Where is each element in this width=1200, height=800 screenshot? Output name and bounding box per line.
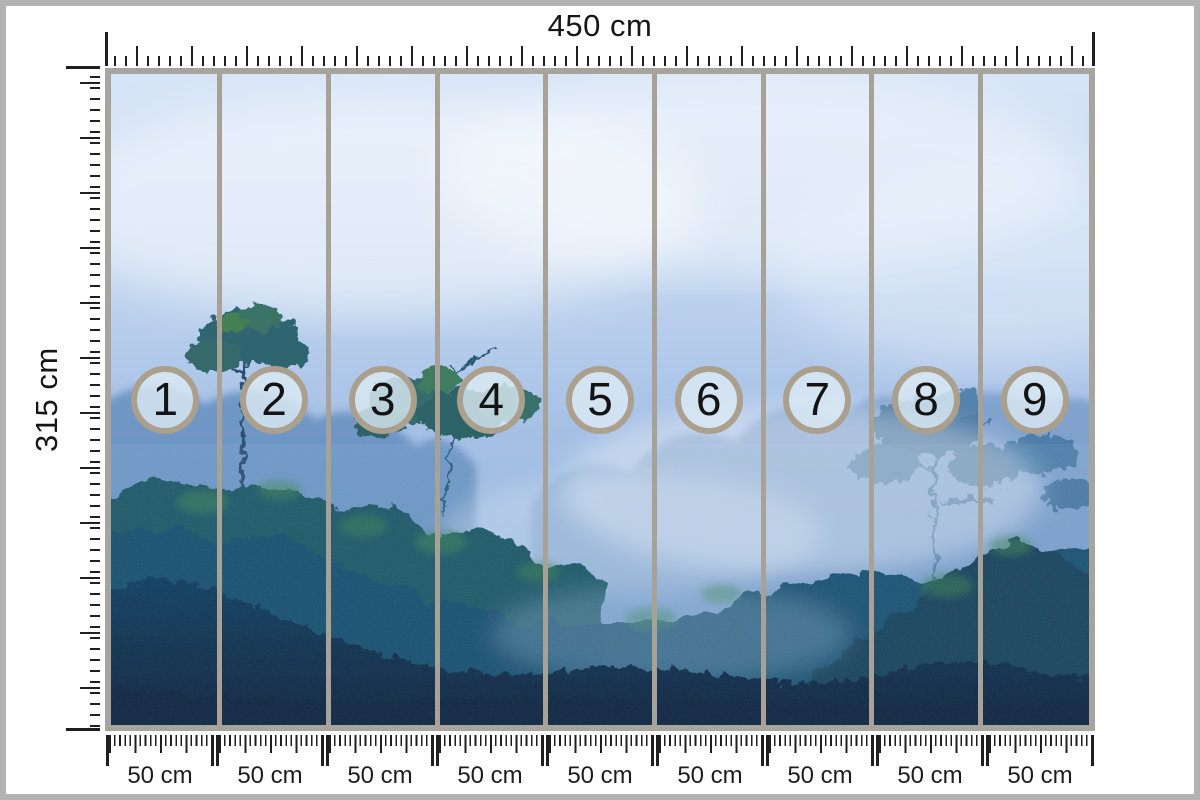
panel-ruler-ticks	[879, 735, 981, 753]
mural-preview: 1 2 3 4 5 6 7 8 9	[105, 68, 1095, 731]
panel-number: 7	[804, 373, 831, 425]
panel-divider	[325, 74, 331, 725]
panel-width-ruler: 50 cm	[435, 735, 545, 797]
panel-width-label: 50 cm	[1007, 762, 1073, 789]
panel-divider	[651, 74, 657, 725]
panel-number: 3	[369, 373, 396, 425]
panel-width-label: 50 cm	[127, 762, 193, 789]
panel-number-badge: 4	[457, 366, 526, 434]
panel-number: 4	[478, 373, 505, 425]
panel-ruler-ticks	[769, 735, 871, 753]
panel-number-badge: 2	[240, 366, 308, 434]
panel-width-ruler: 50 cm	[215, 735, 325, 797]
forest-photo	[111, 74, 1089, 725]
panel-width-ruler: 50 cm	[545, 735, 655, 797]
panel-number-badge: 1	[131, 366, 200, 434]
panel-width-label: 50 cm	[457, 762, 523, 789]
left-ruler-bottom-end-tick	[66, 728, 100, 731]
panel-width-label: 50 cm	[347, 762, 413, 789]
panel-number-badge: 8	[892, 366, 960, 434]
panel-number-badge: 6	[674, 366, 743, 434]
panel-divider	[217, 74, 223, 725]
panel-number: 2	[261, 373, 287, 425]
panel-number: 8	[913, 373, 939, 425]
panel-width-ruler: 50 cm	[985, 735, 1095, 797]
panel-number: 6	[695, 373, 722, 425]
panel-width-ruler: 50 cm	[875, 735, 985, 797]
panel-width-label: 50 cm	[897, 762, 963, 789]
panel-width-label: 50 cm	[677, 762, 743, 789]
panel-width-label: 50 cm	[237, 762, 303, 789]
panel-ruler-ticks	[219, 735, 321, 753]
panel-width-ruler: 50 cm	[655, 735, 765, 797]
top-ruler-ticks	[105, 46, 1095, 66]
panel-divider	[869, 74, 875, 725]
panel-number-badge: 5	[566, 366, 634, 434]
total-height-label: 315 cm	[29, 347, 64, 452]
panel-divider	[543, 74, 549, 725]
panel-width-ruler: 50 cm	[325, 735, 435, 797]
top-ruler-left-end-tick	[105, 32, 108, 66]
panel-divider	[977, 74, 983, 725]
panel-ruler-ticks	[549, 735, 651, 753]
top-ruler-right-end-tick	[1092, 32, 1095, 66]
panel-ruler-ticks	[659, 735, 761, 753]
panel-width-label: 50 cm	[787, 762, 853, 789]
left-ruler-top-end-tick	[66, 66, 100, 69]
panel-number-badge: 3	[348, 366, 417, 434]
panel-width-ruler: 50 cm	[765, 735, 875, 797]
left-ruler-ticks	[80, 68, 100, 731]
panel-number-badge: 9	[1000, 366, 1069, 434]
panel-number-badge: 7	[783, 366, 852, 434]
panel-number: 1	[152, 373, 179, 425]
panel-ruler-ticks	[109, 735, 211, 753]
panel-divider	[434, 74, 440, 725]
panel-ruler-ticks	[439, 735, 541, 753]
panel-ruler-ticks	[989, 735, 1091, 753]
panel-width-ruler: 50 cm	[105, 735, 215, 797]
panel-ruler-ticks	[329, 735, 431, 753]
panel-width-label: 50 cm	[567, 762, 633, 789]
panel-divider	[760, 74, 766, 725]
total-width-label: 450 cm	[547, 8, 653, 43]
panel-number: 5	[587, 373, 613, 425]
panel-number: 9	[1021, 373, 1048, 425]
